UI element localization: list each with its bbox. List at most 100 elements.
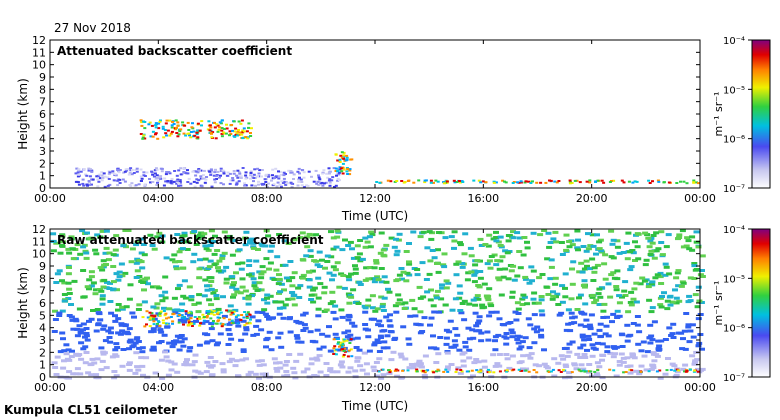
heatmap-cell (619, 345, 626, 348)
heatmap-cell (468, 254, 475, 258)
heatmap-cell (466, 348, 473, 352)
panel-title: Raw attenuated backscatter coefficient (57, 233, 324, 247)
heatmap-cell (322, 266, 328, 270)
heatmap-cell (115, 317, 122, 321)
heatmap-cell (498, 293, 505, 297)
heatmap-cell (168, 368, 175, 372)
heatmap-cell (304, 235, 311, 239)
heatmap-cell (386, 371, 393, 375)
heatmap-cell (222, 317, 226, 320)
heatmap-cell (239, 122, 243, 125)
heatmap-cell (547, 277, 554, 281)
heatmap-cell (119, 305, 126, 309)
heatmap-cell (682, 347, 689, 351)
heatmap-cell (472, 303, 479, 307)
heatmap-cell (365, 335, 372, 339)
heatmap-cell (281, 374, 288, 378)
heatmap-cell (685, 369, 689, 372)
heatmap-cell (393, 237, 399, 241)
heatmap-cell (323, 362, 330, 365)
heatmap-cell (250, 333, 257, 337)
heatmap-cell (138, 356, 145, 360)
y-tick-label: 5 (39, 309, 46, 322)
heatmap-cell (119, 364, 126, 368)
heatmap-cell (242, 332, 249, 336)
heatmap-cell (238, 172, 242, 175)
heatmap-cell (467, 246, 474, 250)
heatmap-cell (226, 309, 233, 313)
heatmap-cell (184, 134, 188, 137)
heatmap-cell (496, 364, 503, 368)
heatmap-cell (334, 153, 338, 156)
heatmap-cell (255, 359, 262, 363)
heatmap-cell (228, 337, 235, 341)
heatmap-cell (280, 180, 284, 183)
heatmap-cell (383, 280, 390, 284)
heatmap-cell (257, 180, 260, 183)
heatmap-cell (229, 253, 236, 257)
heatmap-cell (140, 281, 147, 284)
heatmap-cell (475, 369, 479, 372)
heatmap-cells (50, 229, 706, 380)
heatmap-cell (123, 305, 130, 309)
heatmap-cell (245, 316, 249, 319)
heatmap-cell (683, 312, 690, 315)
heatmap-cell (530, 297, 537, 301)
heatmap-cell (695, 245, 702, 249)
heatmap-cell (112, 314, 118, 318)
heatmap-cell (136, 303, 143, 307)
heatmap-cell (365, 277, 372, 281)
heatmap-cell (181, 231, 188, 235)
heatmap-cell (57, 350, 64, 354)
heatmap-cell (236, 314, 240, 317)
heatmap-cell (596, 240, 603, 244)
heatmap-cell (624, 356, 631, 360)
heatmap-cell (669, 332, 676, 336)
heatmap-cell (699, 347, 705, 351)
heatmap-cell (578, 181, 582, 184)
heatmap-cell (76, 171, 80, 174)
heatmap-cell (689, 354, 696, 358)
heatmap-cell (423, 181, 427, 184)
heatmap-cell (695, 344, 702, 348)
heatmap-cell (270, 179, 273, 182)
heatmap-cell (202, 244, 209, 248)
y-tick-label: 6 (39, 108, 46, 121)
heatmap-cell (230, 124, 234, 126)
heatmap-cell (357, 364, 364, 368)
heatmap-cell (236, 130, 240, 133)
heatmap-cell (157, 328, 164, 332)
heatmap-cell (408, 363, 415, 366)
heatmap-cell (83, 256, 90, 260)
heatmap-cell (231, 281, 237, 285)
heatmap-cell (191, 303, 198, 306)
heatmap-cell (654, 273, 661, 277)
heatmap-cell (530, 231, 537, 235)
heatmap-cell (208, 280, 215, 283)
heatmap-cell (126, 361, 133, 365)
heatmap-cell (286, 279, 292, 283)
heatmap-cell (468, 270, 475, 274)
heatmap-cell (609, 242, 616, 246)
heatmap-cell (243, 357, 249, 361)
heatmap-cell (310, 233, 316, 237)
y-axis-label: Height (km) (16, 78, 30, 149)
heatmap-cell (384, 334, 391, 338)
heatmap-cell (600, 316, 607, 319)
heatmap-cell (196, 267, 203, 271)
heatmap-cell (454, 371, 458, 373)
heatmap-cell (490, 353, 497, 357)
heatmap-cell (213, 121, 216, 124)
heatmap-cell (671, 364, 678, 368)
y-tick-label: 10 (32, 248, 46, 261)
heatmap-cell (509, 290, 516, 294)
heatmap-cell (187, 321, 191, 324)
heatmap-cell (345, 156, 349, 159)
heatmap-cell (631, 181, 635, 184)
heatmap-cell (290, 366, 297, 370)
heatmap-cell (569, 243, 576, 247)
heatmap-cell (541, 362, 548, 366)
heatmap-cell (579, 270, 586, 274)
heatmap-cell (170, 178, 174, 180)
heatmap-cell (313, 259, 319, 263)
